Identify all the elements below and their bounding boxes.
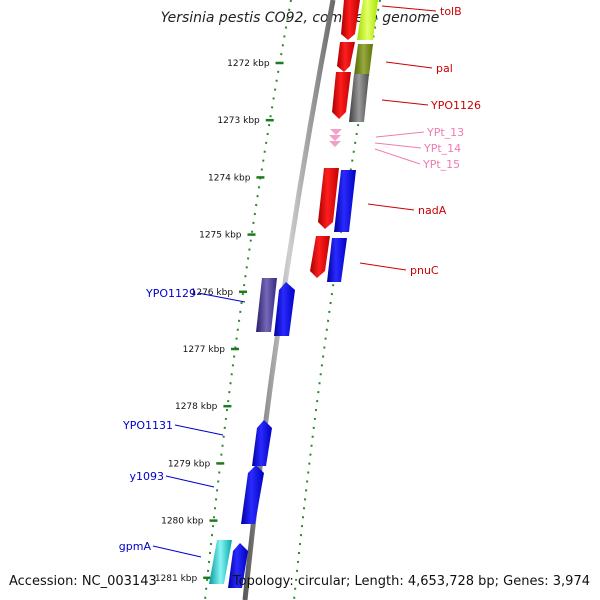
gene-gray-feature[interactable] — [349, 74, 369, 122]
leader-lines — [152, 5, 437, 558]
gene-blue-gpmA-feature[interactable] — [228, 543, 248, 588]
label-nadA[interactable]: nadA — [418, 204, 447, 217]
gene-olive-feature[interactable] — [354, 44, 373, 76]
scale-label: 1278 kbp — [175, 402, 218, 412]
scale-label: 1277 kbp — [183, 345, 226, 355]
scale-label: 1281 kbp — [155, 574, 198, 584]
gene-lime-feature[interactable] — [357, 0, 378, 40]
gene-pal-feature[interactable] — [337, 42, 355, 72]
gene-labels: tolB pal YPO1126 YPt_13 YPt_14 YPt_15 na… — [119, 5, 481, 553]
gene-nadA-blue-feature[interactable] — [334, 170, 356, 232]
gene-tolB-feature[interactable] — [341, 0, 360, 40]
label-pnuC[interactable]: pnuC — [410, 264, 439, 277]
forward-strand-genes — [310, 0, 378, 282]
trna-YPt_14-feature[interactable] — [329, 135, 341, 141]
scale-label: 1272 kbp — [227, 59, 270, 69]
gene-y1093-feature[interactable] — [241, 465, 264, 524]
gene-nadA-red-feature[interactable] — [318, 168, 339, 229]
scale-ticks: 1272 kbp 1273 kbp 1274 kbp 1275 kbp 1276 kbp… — [155, 59, 284, 584]
gene-YPO1131-feature[interactable] — [252, 420, 272, 466]
label-YPO1129[interactable]: YPO1129 — [145, 287, 196, 300]
accession-text: Accession: NC_003143 — [9, 574, 157, 589]
label-YPO1131[interactable]: YPO1131 — [122, 419, 173, 432]
label-y1093[interactable]: y1093 — [129, 470, 164, 483]
scale-label: 1275 kbp — [199, 231, 242, 241]
scale-label: 1280 kbp — [161, 517, 204, 527]
label-pal[interactable]: pal — [436, 62, 453, 75]
gene-blue-1276-feature[interactable] — [274, 282, 295, 336]
gene-pnuC-red-feature[interactable] — [310, 236, 330, 278]
label-YPt_14[interactable]: YPt_14 — [423, 142, 461, 155]
gene-gpmA-feature[interactable] — [209, 540, 232, 584]
label-YPO1126[interactable]: YPO1126 — [430, 99, 481, 112]
topology-text: Topology: circular; Length: 4,653,728 bp… — [232, 574, 590, 589]
gene-pnuC-blue-feature[interactable] — [327, 238, 347, 282]
trna-YPt_13-feature[interactable] — [330, 129, 342, 135]
label-YPt_13[interactable]: YPt_13 — [426, 126, 464, 139]
label-YPt_15[interactable]: YPt_15 — [422, 158, 460, 171]
gene-YPO1129-feature[interactable] — [256, 278, 277, 332]
scale-label: 1273 kbp — [217, 116, 260, 126]
label-gpmA[interactable]: gpmA — [119, 540, 152, 553]
scale-label: 1276 kbp — [191, 288, 234, 298]
reverse-strand-genes — [209, 278, 295, 588]
trna-YPt_15-feature[interactable] — [329, 141, 341, 147]
scale-label: 1279 kbp — [168, 459, 211, 469]
scale-label: 1274 kbp — [208, 173, 251, 183]
label-tolB[interactable]: tolB — [440, 5, 462, 18]
gene-YPO1126-feature[interactable] — [332, 72, 351, 119]
